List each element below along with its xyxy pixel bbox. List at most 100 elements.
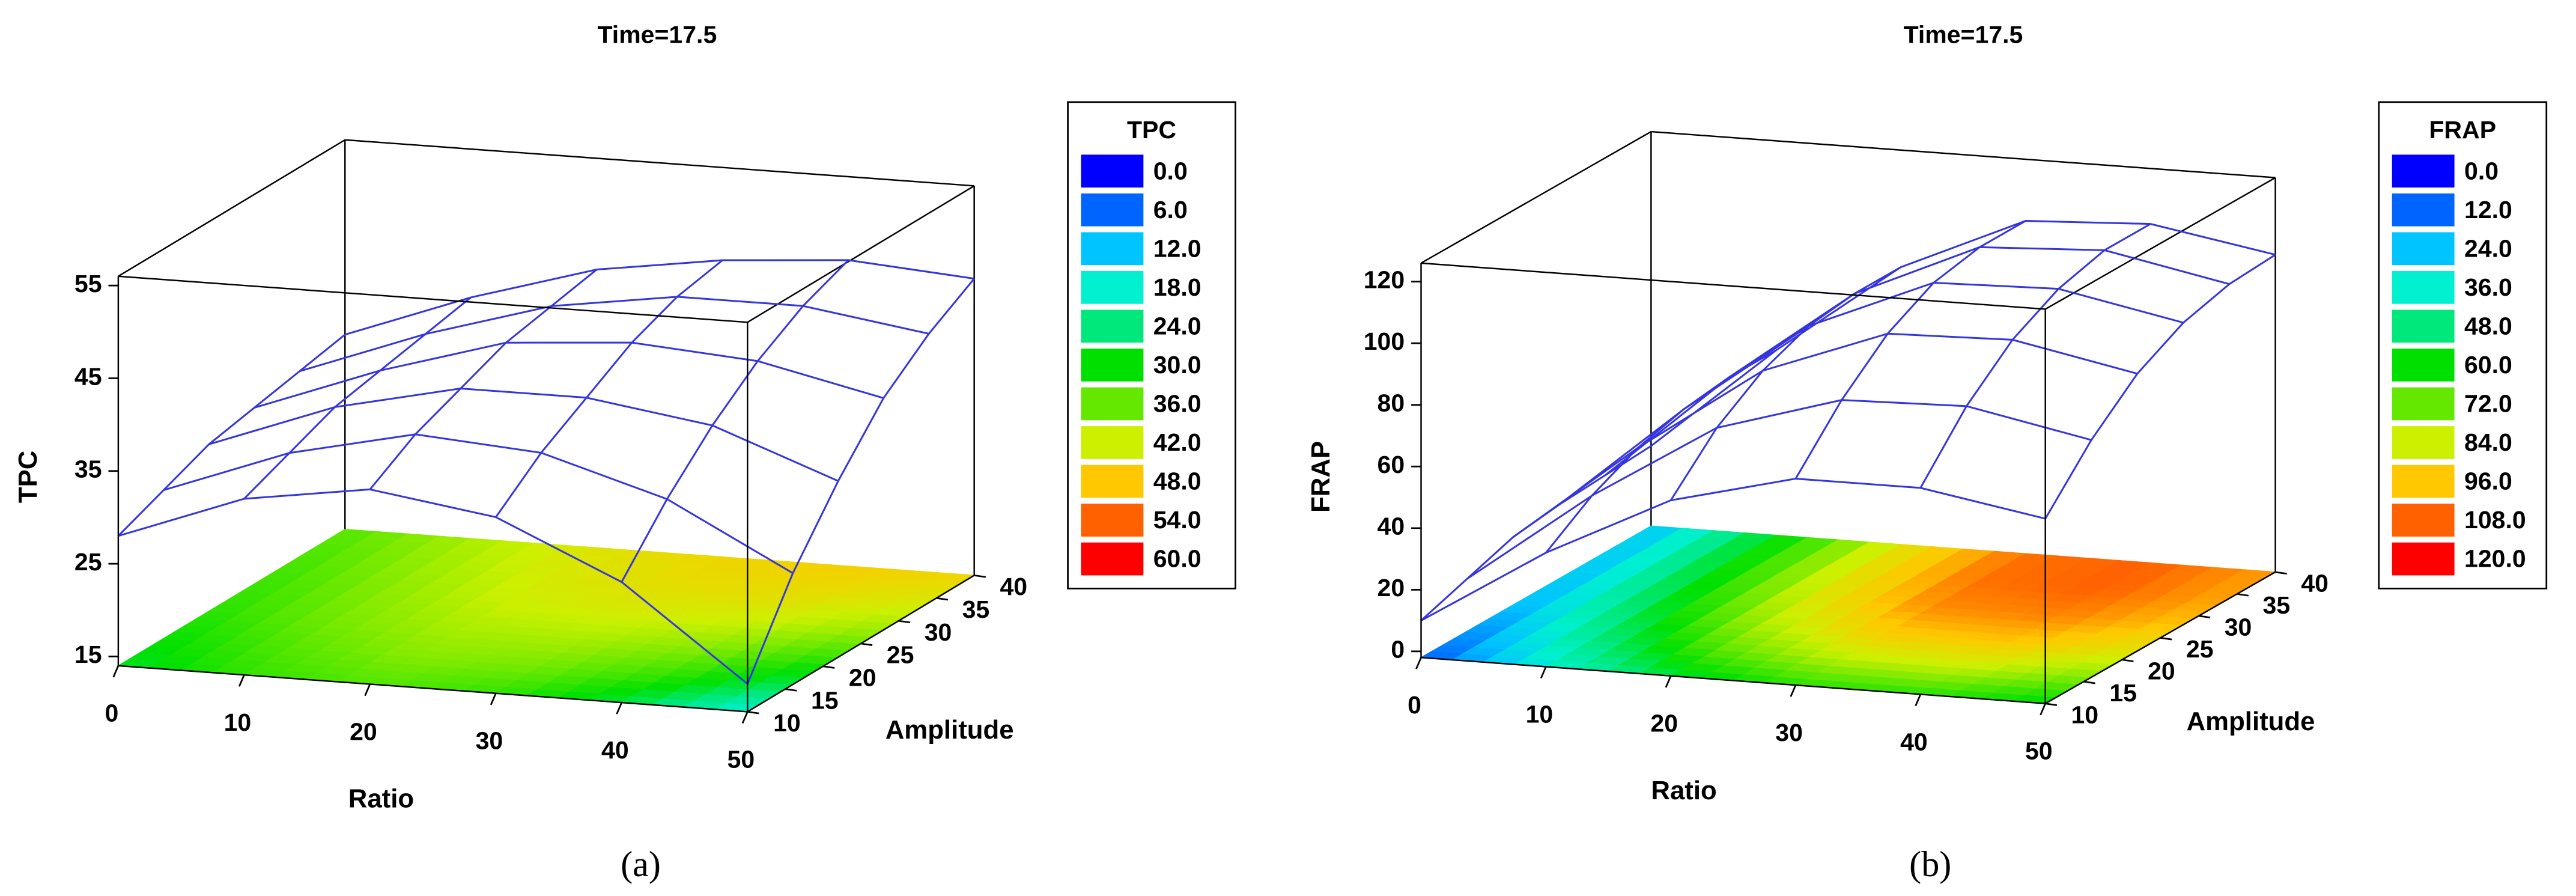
legend-swatch <box>1081 387 1144 421</box>
y-tick <box>747 711 759 715</box>
box-edge <box>118 665 748 713</box>
legend-title: TPC <box>1127 116 1176 144</box>
box-edge <box>1651 130 2276 178</box>
x-tick <box>490 693 497 706</box>
box-edge <box>1421 656 2046 704</box>
legend-swatch <box>2392 154 2455 188</box>
y-tick-label: 25 <box>887 641 914 669</box>
surface-mesh-line <box>1466 399 2092 580</box>
z-tick-label: 100 <box>1364 328 1405 355</box>
x-tick-label: 40 <box>601 736 629 764</box>
y-tick <box>2275 571 2287 575</box>
legend-label: 24.0 <box>2464 234 2512 262</box>
legend-swatch <box>2392 193 2455 227</box>
y-tick-label: 10 <box>773 709 801 737</box>
z-tick-label: 20 <box>1378 574 1405 602</box>
legend-swatch <box>2392 504 2455 537</box>
z-axis-label: FRAP <box>1306 441 1335 513</box>
x-tick-label: 30 <box>1775 719 1803 746</box>
legend-swatch <box>2392 309 2455 343</box>
legend-label: 42.0 <box>1153 428 1201 456</box>
legend-label: 48.0 <box>2464 312 2512 340</box>
legend-label: 84.0 <box>2464 428 2512 456</box>
surface-mesh-line <box>1604 246 2230 477</box>
legend-swatch <box>2392 542 2455 576</box>
surface-mesh-line <box>1545 349 1776 553</box>
y-tick-label: 20 <box>2148 657 2175 685</box>
x-axis-label: Ratio <box>348 784 414 814</box>
y-tick-label: 40 <box>2301 570 2328 597</box>
y-tick-label: 20 <box>849 663 876 691</box>
z-tick-label: 120 <box>1364 266 1405 293</box>
surface-mesh-line <box>243 296 472 500</box>
box-edge <box>2045 177 2276 310</box>
surface-mesh-line <box>344 259 974 336</box>
y-tick <box>974 574 986 578</box>
legend-swatch <box>1081 426 1144 459</box>
x-tick <box>1665 675 1672 688</box>
legend-label: 108.0 <box>2464 506 2526 534</box>
y-tick <box>822 665 835 669</box>
legend-swatch <box>1081 309 1144 343</box>
x-axis-label: Ratio <box>1651 776 1716 805</box>
y-tick <box>2160 637 2172 641</box>
legend-label: 12.0 <box>2464 196 2512 224</box>
surface-mesh-line <box>1650 220 2276 447</box>
z-tick-label: 35 <box>74 456 102 483</box>
x-tick <box>2040 703 2046 716</box>
panel-label: (b) <box>1909 844 1951 885</box>
z-tick-label: 15 <box>74 641 102 668</box>
legend-swatch <box>1081 349 1144 382</box>
x-tick <box>1540 666 1547 679</box>
z-tick-label: 40 <box>1378 513 1405 540</box>
legend-label: 12.0 <box>1153 234 1201 262</box>
y-axis-label: Amplitude <box>886 715 1014 745</box>
z-tick-label: 80 <box>1378 389 1405 417</box>
surface-mesh-line <box>1669 266 1901 501</box>
legend-label: 36.0 <box>1153 389 1201 417</box>
x-tick-label: 50 <box>728 745 755 773</box>
y-tick <box>936 597 949 601</box>
x-tick-label: 10 <box>1526 700 1554 728</box>
y-tick <box>2045 702 2058 706</box>
x-tick-label: 50 <box>2025 737 2053 765</box>
x-tick-label: 20 <box>1650 710 1678 737</box>
legend-swatch <box>2392 232 2455 266</box>
y-tick <box>2083 680 2095 684</box>
x-tick <box>1415 657 1422 669</box>
chart-title: Time=17.5 <box>597 20 717 48</box>
y-tick-label: 30 <box>2225 614 2252 641</box>
legend-label: 60.0 <box>1153 545 1201 573</box>
surface-mesh-line <box>163 433 794 574</box>
legend-label: 6.0 <box>1153 196 1188 224</box>
x-tick-label: 10 <box>224 709 252 736</box>
legend-swatch <box>2392 426 2455 459</box>
surface-mesh-line <box>2044 254 2276 519</box>
legend-title: FRAP <box>2429 116 2496 144</box>
x-tick <box>112 665 120 678</box>
y-tick-label: 15 <box>811 686 839 714</box>
legend-swatch <box>1081 154 1144 188</box>
legend-label: 96.0 <box>2464 468 2512 495</box>
surface-mesh-line <box>1794 220 2026 480</box>
legend-label: 48.0 <box>1153 468 1201 495</box>
surface-mesh-line <box>299 296 929 373</box>
surface-mesh-line <box>1919 223 2151 489</box>
box-edge <box>1420 131 1651 264</box>
y-tick-label: 35 <box>2263 591 2291 619</box>
surface-mesh-line <box>369 269 598 490</box>
legend-swatch <box>2392 270 2455 304</box>
x-tick-label: 40 <box>1900 728 1928 755</box>
y-tick <box>898 620 911 624</box>
y-tick <box>2122 659 2134 662</box>
y-tick <box>785 688 797 692</box>
legend-label: 0.0 <box>2464 157 2499 184</box>
y-tick-label: 15 <box>2109 679 2137 707</box>
x-tick-label: 20 <box>350 718 377 745</box>
x-tick <box>1790 684 1797 697</box>
surface-mesh-line <box>746 278 975 684</box>
legend-swatch <box>2392 349 2455 382</box>
y-tick <box>2198 615 2211 618</box>
y-axis-label: Amplitude <box>2187 707 2315 736</box>
